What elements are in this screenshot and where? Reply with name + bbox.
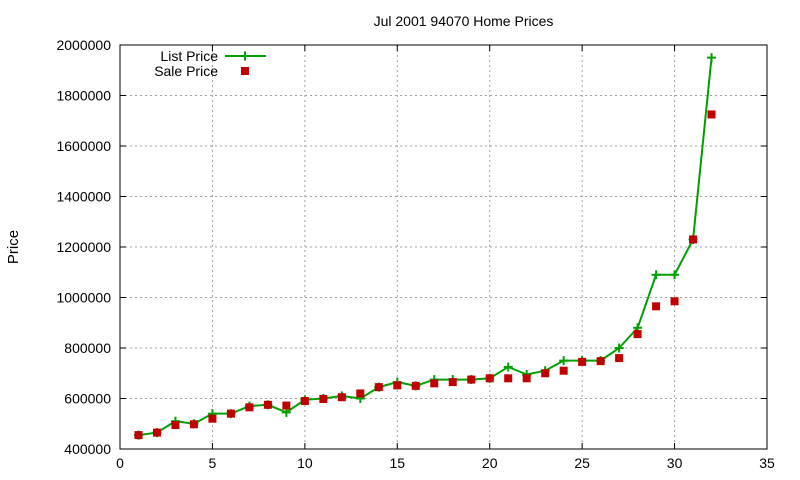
x-tick-label: 15 bbox=[389, 455, 405, 471]
y-tick-label: 2000000 bbox=[56, 37, 111, 53]
legend-plus-marker bbox=[240, 51, 250, 61]
sale-price-point bbox=[393, 381, 402, 390]
legend-label: List Price bbox=[160, 48, 218, 64]
sale-price-point bbox=[559, 366, 568, 375]
grid-layer bbox=[120, 45, 767, 449]
x-tick-label: 0 bbox=[116, 455, 124, 471]
sale-price-point bbox=[485, 374, 494, 383]
sale-price-point bbox=[189, 420, 198, 429]
legend-square-marker bbox=[241, 67, 249, 75]
y-tick-label: 1600000 bbox=[56, 138, 111, 154]
list-price-point bbox=[614, 343, 624, 353]
sale-price-point bbox=[171, 421, 180, 430]
list-price-point bbox=[651, 270, 661, 280]
series-sale-price bbox=[134, 110, 716, 440]
sale-price-point bbox=[245, 403, 254, 412]
series-layer bbox=[133, 53, 717, 440]
legend-label: Sale Price bbox=[154, 63, 218, 79]
sale-price-point bbox=[282, 401, 291, 410]
y-axis-label: Price bbox=[5, 230, 22, 264]
plot-border bbox=[119, 44, 768, 450]
list-price-line bbox=[138, 57, 713, 437]
list-price-point bbox=[559, 356, 569, 366]
sale-price-point bbox=[578, 357, 587, 366]
x-tick-label: 20 bbox=[482, 455, 498, 471]
sale-price-point bbox=[152, 428, 161, 437]
sale-price-point bbox=[707, 110, 716, 119]
y-tick-label: 1800000 bbox=[56, 88, 111, 104]
sale-price-point bbox=[300, 397, 309, 406]
sale-price-point bbox=[134, 431, 143, 440]
y-tick-label: 800000 bbox=[64, 340, 111, 356]
sale-price-point bbox=[208, 414, 217, 423]
sale-price-point bbox=[411, 381, 420, 390]
y-tick-label: 400000 bbox=[64, 441, 111, 457]
y-tick-label: 600000 bbox=[64, 391, 111, 407]
x-tick-label: 35 bbox=[759, 455, 775, 471]
list-price-point bbox=[670, 270, 680, 280]
sale-price-point bbox=[356, 389, 365, 398]
series-list-price bbox=[133, 53, 717, 440]
sale-price-point bbox=[541, 369, 550, 378]
sale-price-point bbox=[319, 395, 328, 404]
y-tick-label: 1200000 bbox=[56, 239, 111, 255]
x-tick-label: 5 bbox=[209, 455, 217, 471]
x-tick-label: 30 bbox=[667, 455, 683, 471]
sale-price-point bbox=[430, 379, 439, 388]
x-tick-label: 10 bbox=[297, 455, 313, 471]
list-price-point bbox=[503, 362, 513, 372]
sale-price-point bbox=[689, 235, 698, 244]
sale-price-point bbox=[504, 374, 513, 383]
y-tick-label: 1000000 bbox=[56, 290, 111, 306]
sale-price-point bbox=[337, 393, 346, 402]
sale-price-point bbox=[652, 302, 661, 311]
sale-price-point bbox=[448, 378, 457, 387]
x-tick-label: 25 bbox=[574, 455, 590, 471]
sale-price-point bbox=[467, 375, 476, 384]
sale-price-point bbox=[374, 383, 383, 392]
sale-price-point bbox=[615, 354, 624, 363]
y-tick-label: 1400000 bbox=[56, 189, 111, 205]
ticks-layer: 0 5 10 15 20 25 30 35 400000 600000 800000 1000000 1… bbox=[56, 37, 775, 471]
list-price-point bbox=[707, 53, 717, 63]
sale-price-point bbox=[263, 400, 272, 409]
chart-title: Jul 2001 94070 Home Prices bbox=[374, 13, 554, 29]
sale-price-point bbox=[670, 297, 679, 306]
sale-price-point bbox=[596, 357, 605, 366]
sale-price-point bbox=[633, 330, 642, 339]
sale-price-point bbox=[226, 409, 235, 418]
sale-price-point bbox=[522, 374, 531, 383]
